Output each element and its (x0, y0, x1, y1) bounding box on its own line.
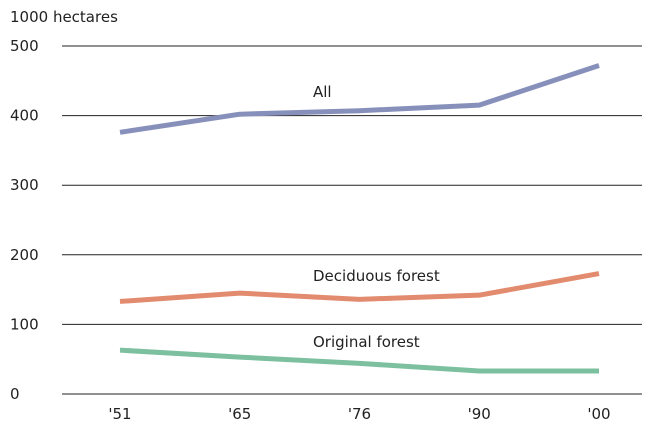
x-tick-label: '00 (587, 405, 610, 422)
y-tick-label: 500 (10, 37, 39, 55)
series-label: Original forest (313, 333, 420, 351)
y-tick-label: 400 (10, 107, 39, 125)
x-tick-label: '90 (468, 405, 491, 422)
y-tick-labels: 0 100 200 300 400 500 (10, 37, 39, 403)
series-line-deciduous-forest (119, 271, 600, 304)
y-tick-label: 100 (10, 315, 39, 333)
y-tick-label: 0 (10, 385, 20, 403)
y-tick-label: 300 (10, 176, 39, 194)
series-labels: All Deciduous forest Original forest (313, 83, 440, 351)
x-tick-label: '65 (228, 405, 251, 422)
series-label: All (313, 83, 332, 101)
series-lines (119, 63, 600, 374)
x-tick-labels: '51 '65 '76 '90 '00 (108, 405, 610, 422)
gridlines (62, 45, 642, 395)
y-tick-label: 200 (10, 246, 39, 264)
x-tick-label: '76 (348, 405, 371, 422)
series-line-original-forest (119, 347, 599, 374)
y-axis-title: 1000 hectares (10, 8, 118, 26)
series-label: Deciduous forest (313, 267, 440, 285)
x-tick-label: '51 (108, 405, 131, 422)
series-line-all (119, 63, 600, 135)
